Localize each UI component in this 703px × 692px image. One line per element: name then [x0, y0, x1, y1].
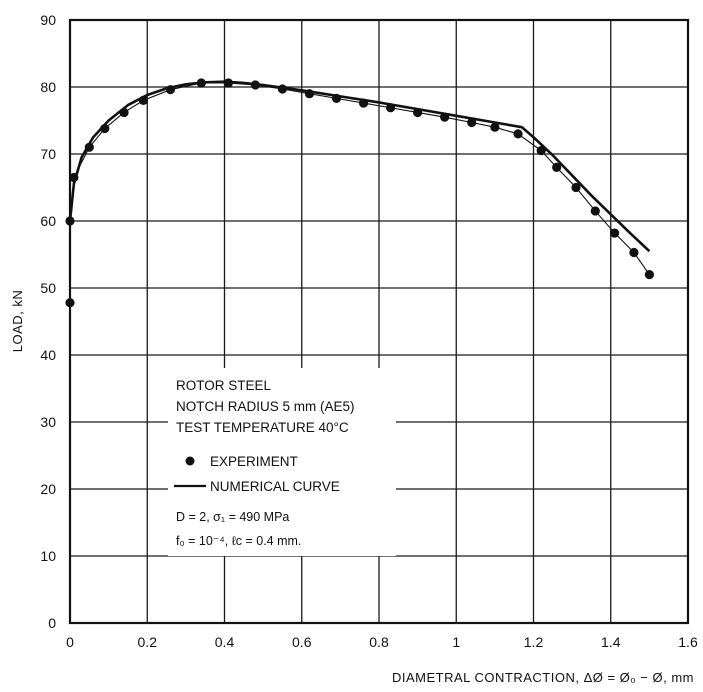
experiment-point: [610, 228, 620, 238]
y-tick-label: 0: [48, 615, 56, 631]
x-tick-label: 0: [66, 634, 74, 650]
legend: ROTOR STEEL NOTCH RADIUS 5 mm (AE5) TEST…: [168, 368, 396, 556]
plot-frame: [68, 18, 690, 625]
annotation-notch: NOTCH RADIUS 5 mm (AE5): [176, 399, 355, 414]
experiment-point: [138, 95, 148, 105]
experiment-point: [513, 129, 523, 139]
legend-experiment-marker: [185, 456, 195, 466]
y-axis-title: LOAD, kN: [10, 290, 25, 353]
experiment-point: [84, 142, 94, 152]
y-tick-label: 40: [40, 347, 56, 363]
experiment-point: [571, 182, 581, 193]
y-tick-label: 80: [40, 79, 56, 95]
legend-experiment-label: EXPERIMENT: [210, 454, 298, 469]
y-tick-label: 90: [40, 12, 56, 28]
y-tick-label: 50: [40, 280, 56, 296]
y-tick-labels: 0 10 20 30 40 50 60 70 80 90: [40, 12, 56, 631]
x-axis-title: DIAMETRAL CONTRACTION, ΔØ = Ø₀ − Ø, mm: [392, 670, 694, 685]
experiment-point: [304, 89, 315, 99]
experiment-point: [629, 247, 639, 258]
annotation-params-2: f₀ = 10⁻⁴, ℓc = 0.4 mm.: [176, 534, 301, 548]
numerical-curve-line: [68, 80, 651, 253]
x-tick-label: 0.2: [138, 634, 158, 650]
x-tick-label: 1.4: [601, 634, 621, 650]
experiment-point: [385, 103, 396, 113]
experiment-point: [536, 146, 546, 156]
experiment-point: [65, 298, 75, 308]
experiment-point: [65, 216, 75, 226]
experiment-connector: [69, 82, 650, 303]
x-tick-label: 1.6: [678, 634, 698, 650]
x-tick-label: 0.8: [369, 634, 389, 650]
experiment-point: [590, 206, 600, 216]
legend-background: [168, 368, 396, 556]
annotation-temperature: TEST TEMPERATURE 40°C: [176, 420, 349, 435]
y-tick-label: 30: [40, 414, 56, 430]
experiment-point: [552, 162, 562, 172]
numerical-curve-series: [68, 80, 651, 303]
annotation-material: ROTOR STEEL: [176, 378, 272, 393]
experiment-series: [65, 78, 654, 308]
experiment-point: [165, 85, 176, 95]
experiment-point: [250, 80, 260, 90]
x-tick-labels: 0 0.2 0.4 0.6 0.8 1 1.2 1.4 1.6: [66, 634, 698, 650]
y-tick-label: 60: [40, 213, 56, 229]
experiment-point: [223, 78, 233, 88]
experiment-point: [490, 122, 500, 132]
experiment-point: [196, 78, 206, 88]
experiment-point: [119, 107, 129, 118]
experiment-point: [331, 93, 342, 103]
experiment-point: [277, 84, 288, 94]
y-tick-label: 70: [40, 146, 56, 162]
x-tick-label: 0.6: [292, 634, 312, 650]
experiment-point: [644, 270, 654, 280]
annotation-params-1: D = 2, σ₁ = 490 MPa: [176, 510, 289, 524]
experiment-point: [100, 123, 110, 134]
x-tick-label: 0.4: [215, 634, 235, 650]
experiment-point: [69, 172, 79, 183]
experiment-point: [440, 112, 450, 122]
experiment-point: [413, 107, 423, 118]
y-tick-label: 20: [40, 481, 56, 497]
experiment-point: [358, 98, 369, 108]
legend-curve-label: NUMERICAL CURVE: [210, 479, 340, 494]
x-tick-label: 1.2: [524, 634, 544, 650]
experiment-point: [467, 117, 477, 128]
y-tick-label: 10: [40, 548, 56, 564]
x-tick-label: 1: [452, 634, 460, 650]
